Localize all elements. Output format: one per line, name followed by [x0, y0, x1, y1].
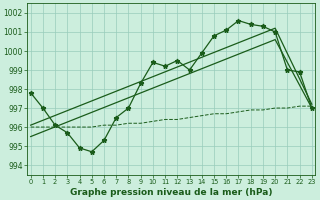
X-axis label: Graphe pression niveau de la mer (hPa): Graphe pression niveau de la mer (hPa) [70, 188, 273, 197]
